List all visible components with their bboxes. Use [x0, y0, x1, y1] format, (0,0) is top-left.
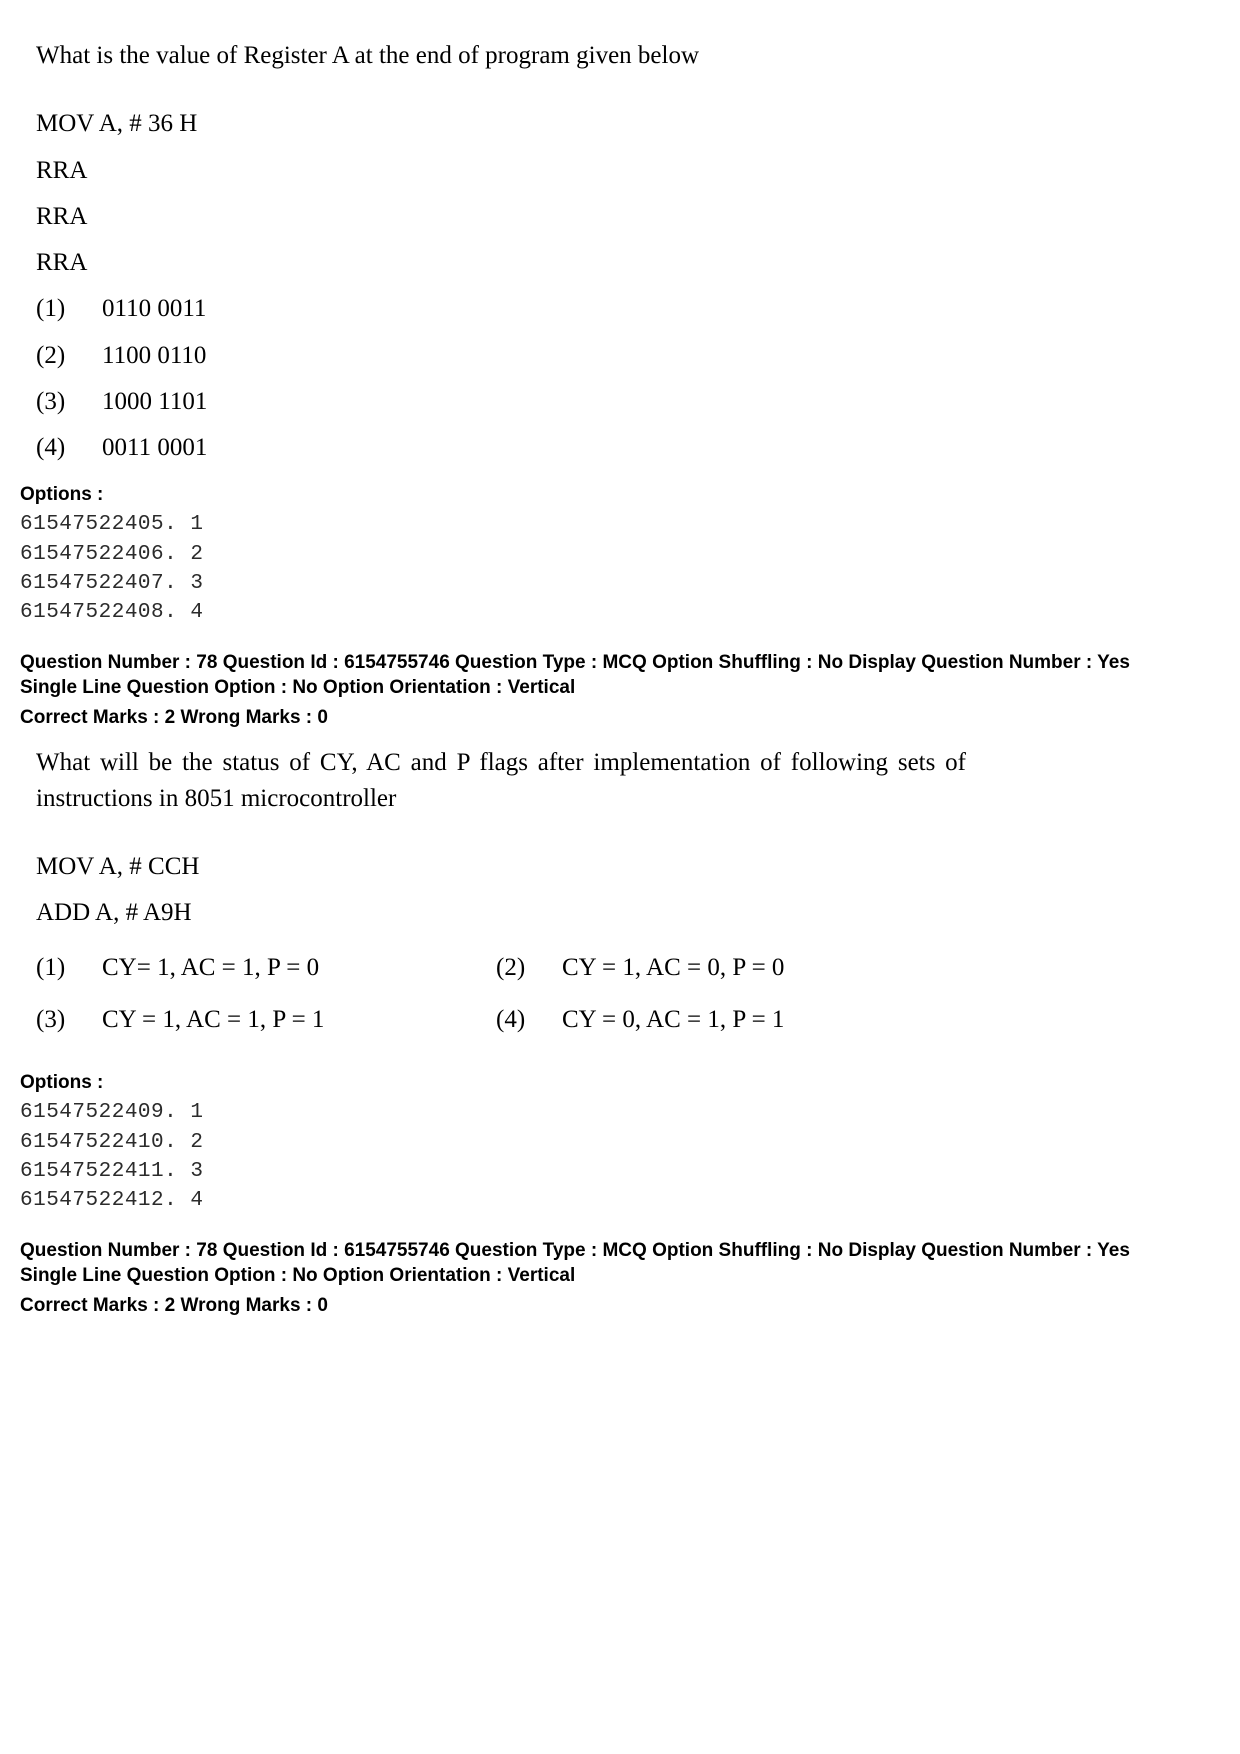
meta-line: Question Number : 78 Question Id : 61547… [20, 1238, 1220, 1264]
code-line: ADD A, # A9H [36, 895, 1220, 931]
choice-value: CY = 0, AC = 1, P = 1 [562, 1002, 784, 1038]
question-78-body: What will be the status of CY, AC and P … [20, 745, 1220, 1047]
choice-row: (4) 0011 0001 [36, 430, 1220, 466]
code-line: MOV A, # 36 H [36, 106, 1220, 142]
options-heading: Options : [20, 1072, 1220, 1094]
option-line: 61547522408. 4 [20, 598, 1220, 627]
option-line: 61547522405. 1 [20, 510, 1220, 539]
meta-marks: Correct Marks : 2 Wrong Marks : 0 [20, 705, 1220, 731]
meta-line: Single Line Question Option : No Option … [20, 675, 1220, 701]
choice-number: (4) [36, 430, 102, 466]
choice-number: (2) [36, 338, 102, 374]
option-line: 61547522411. 3 [20, 1157, 1220, 1186]
choice-number: (4) [496, 1002, 562, 1038]
question-meta-78b: Question Number : 78 Question Id : 61547… [20, 1238, 1220, 1319]
code-line: MOV A, # CCH [36, 849, 1220, 885]
page: What is the value of Register A at the e… [0, 0, 1240, 1339]
choice-value: CY= 1, AC = 1, P = 0 [102, 950, 319, 986]
option-line: 61547522407. 3 [20, 569, 1220, 598]
question-77-body: What is the value of Register A at the e… [20, 38, 1220, 466]
choice-value: 1100 0110 [102, 338, 206, 374]
choice-number: (1) [36, 950, 102, 986]
choice-grid: (1) CY= 1, AC = 1, P = 0 (2) CY = 1, AC … [36, 942, 1220, 1047]
code-line: RRA [36, 153, 1220, 189]
choice-row: (4) CY = 0, AC = 1, P = 1 [496, 1002, 956, 1038]
option-line: 61547522412. 4 [20, 1186, 1220, 1215]
choice-number: (1) [36, 291, 102, 327]
choice-value: CY = 1, AC = 0, P = 0 [562, 950, 784, 986]
choice-row: (2) CY = 1, AC = 0, P = 0 [496, 950, 956, 986]
choice-value: 0110 0011 [102, 291, 206, 327]
choice-number: (3) [36, 1002, 102, 1038]
code-line: RRA [36, 245, 1220, 281]
meta-line: Question Number : 78 Question Id : 61547… [20, 650, 1220, 676]
choice-number: (3) [36, 384, 102, 420]
question-meta-78a: Question Number : 78 Question Id : 61547… [20, 650, 1220, 731]
choice-row: (1) 0110 0011 [36, 291, 1220, 327]
choice-value: 0011 0001 [102, 430, 207, 466]
question-prompt: What will be the status of CY, AC and P … [36, 745, 966, 818]
option-line: 61547522409. 1 [20, 1098, 1220, 1127]
choice-row: (1) CY= 1, AC = 1, P = 0 [36, 950, 496, 986]
code-line: RRA [36, 199, 1220, 235]
choice-row: (2) 1100 0110 [36, 338, 1220, 374]
option-line: 61547522410. 2 [20, 1128, 1220, 1157]
choice-row: (3) 1000 1101 [36, 384, 1220, 420]
choice-value: CY = 1, AC = 1, P = 1 [102, 1002, 324, 1038]
choice-number: (2) [496, 950, 562, 986]
choice-value: 1000 1101 [102, 384, 207, 420]
meta-marks: Correct Marks : 2 Wrong Marks : 0 [20, 1293, 1220, 1319]
options-heading: Options : [20, 484, 1220, 506]
meta-line: Single Line Question Option : No Option … [20, 1263, 1220, 1289]
options-block-77: Options : 61547522405. 1 61547522406. 2 … [20, 484, 1220, 628]
options-block-78: Options : 61547522409. 1 61547522410. 2 … [20, 1072, 1220, 1216]
choice-row: (3) CY = 1, AC = 1, P = 1 [36, 1002, 496, 1038]
question-prompt: What is the value of Register A at the e… [36, 38, 1220, 74]
option-line: 61547522406. 2 [20, 540, 1220, 569]
